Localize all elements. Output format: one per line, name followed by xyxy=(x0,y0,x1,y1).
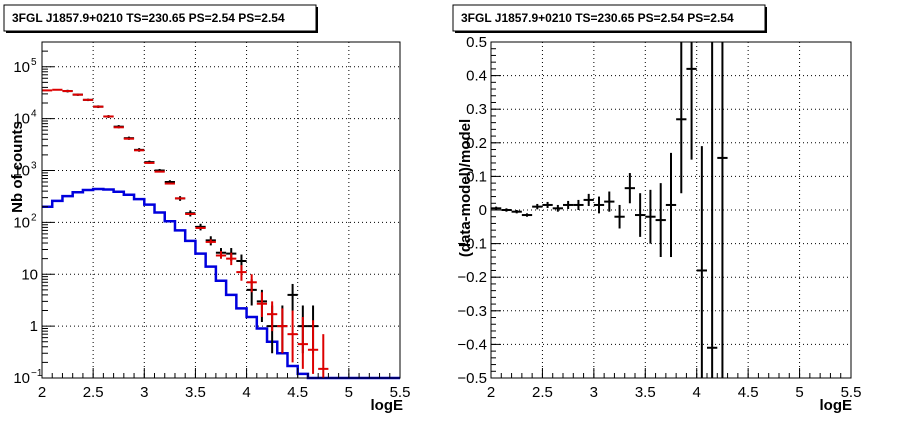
right-x-tick-label: 5.5 xyxy=(841,384,862,401)
left-title-frame xyxy=(3,4,317,32)
right-y-tick-label: 0.1 xyxy=(466,168,487,185)
left-y-tick-exponent: 5 xyxy=(31,57,37,68)
left-x-tick-label: 2 xyxy=(38,384,46,401)
right-x-axis-title: logE xyxy=(820,397,853,414)
right-y-tick-label: −0.4 xyxy=(457,336,487,353)
left-y-tick-exponent: 4 xyxy=(31,109,37,120)
left-y-tick-label: 1 xyxy=(30,318,38,335)
left-y-tick-exponent: 2 xyxy=(31,212,37,223)
left-y-tick-exponent: −1 xyxy=(31,368,43,379)
right-y-tick-label: 0.5 xyxy=(466,34,487,51)
left-x-tick-label: 5 xyxy=(345,384,353,401)
left-y-tick-label: 10 xyxy=(13,214,30,231)
left-x-tick-label: 2.5 xyxy=(83,384,104,401)
right-chart-title: 3FGL J1857.9+0210 TS=230.65 PS=2.54 PS=2… xyxy=(461,11,734,25)
right-y-tick-label: −0.2 xyxy=(457,269,487,286)
left-source-step-line xyxy=(42,187,400,380)
left-title-shadow xyxy=(316,7,318,33)
left-y-tick-label: 10 xyxy=(13,59,30,76)
left-x-tick-label: 3.5 xyxy=(185,384,206,401)
right-series xyxy=(491,42,728,378)
left-plot-frame xyxy=(41,41,401,379)
right-x-tick-label: 2 xyxy=(487,384,495,401)
left-title-shadow-bottom xyxy=(6,31,318,33)
left-y-tick-exponent: 3 xyxy=(31,161,37,172)
left-title-box: 3FGL J1857.9+0210 TS=230.65 PS=2.54 PS=2… xyxy=(3,4,318,33)
left-x-tick-label: 5.5 xyxy=(390,384,411,401)
left-x-axis-title: logE xyxy=(371,397,404,414)
right-y-tick-label: −0.5 xyxy=(457,370,487,387)
left-y-tick-label: 10 xyxy=(13,163,30,180)
right-title-box: 3FGL J1857.9+0210 TS=230.65 PS=2.54 PS=2… xyxy=(452,4,767,33)
right-x-tick-label: 3 xyxy=(590,384,598,401)
right-y-tick-label: 0.4 xyxy=(466,68,487,85)
right-y-tick-label: 0 xyxy=(479,202,487,219)
left-y-tick-label: 10 xyxy=(13,111,30,128)
right-title-shadow xyxy=(765,7,767,33)
left-x-tick-label: 4.5 xyxy=(287,384,308,401)
right-axis-ticks: 2 2.5 3 3.5 4 4.5 5 5.5 −0.5 −0.4 −0.3 −0.2 −0.1 0 0.1… xyxy=(457,34,861,401)
right-title-shadow-bottom xyxy=(455,31,767,33)
right-x-tick-label: 2.5 xyxy=(532,384,553,401)
right-title-frame xyxy=(452,4,766,32)
right-y-tick-label: 0.3 xyxy=(466,101,487,118)
right-y-axis-title: (data-model)/model xyxy=(457,119,474,257)
left-y-axis-title: Nb of counts xyxy=(9,121,26,213)
left-y-tick-label: 10 xyxy=(21,266,38,283)
left-y-tick-label: 10 xyxy=(13,370,30,387)
left-x-tick-label: 3 xyxy=(140,384,148,401)
right-x-tick-label: 4 xyxy=(693,384,701,401)
left-x-tick-label: 4 xyxy=(242,384,250,401)
left-series xyxy=(42,88,400,380)
right-y-tick-label: 0.2 xyxy=(466,135,487,152)
left-grid xyxy=(42,42,400,378)
right-panel-residuals: 2 2.5 3 3.5 4 4.5 5 5.5 −0.5 −0.4 −0.3 −0.2 −0.1 0 0.1… xyxy=(452,4,861,414)
right-x-tick-label: 5 xyxy=(795,384,803,401)
right-y-tick-label: −0.1 xyxy=(457,236,487,253)
right-x-tick-label: 3.5 xyxy=(635,384,656,401)
left-chart-title: 3FGL J1857.9+0210 TS=230.65 PS=2.54 PS=2… xyxy=(12,11,285,25)
right-x-tick-label: 4.5 xyxy=(738,384,759,401)
right-y-tick-label: −0.3 xyxy=(457,303,487,320)
